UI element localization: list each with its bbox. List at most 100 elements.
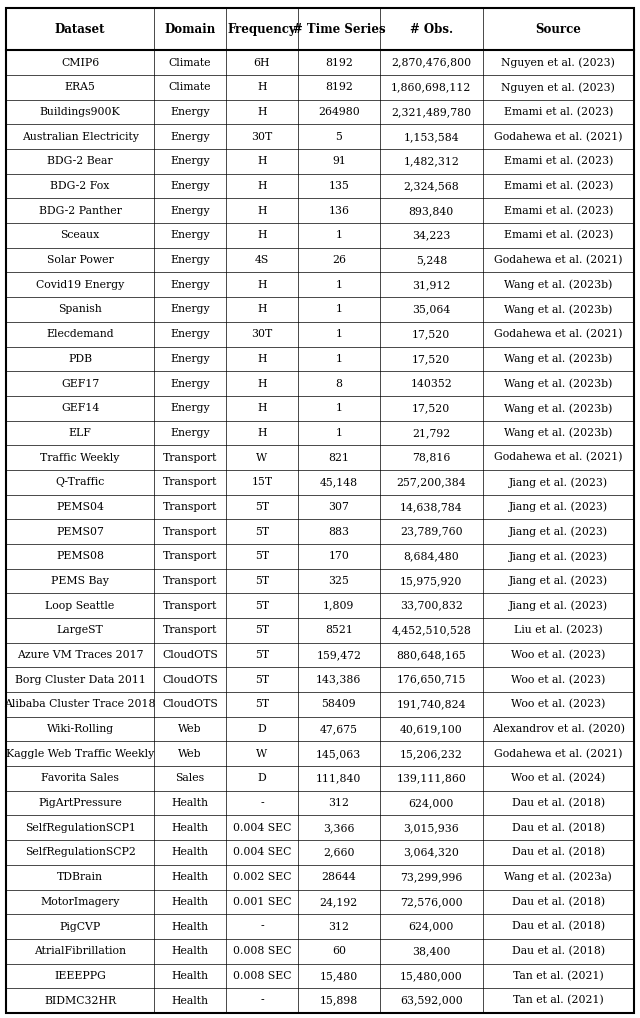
Text: 2,870,476,800: 2,870,476,800 (391, 58, 472, 67)
Text: 8192: 8192 (325, 82, 353, 93)
Text: 0.004 SEC: 0.004 SEC (233, 823, 291, 833)
Text: ERA5: ERA5 (65, 82, 95, 93)
Text: 40,619,100: 40,619,100 (400, 724, 463, 734)
Text: 111,840: 111,840 (316, 774, 362, 784)
Text: # Time Series: # Time Series (292, 22, 385, 36)
Text: Dau et al. (2018): Dau et al. (2018) (512, 847, 605, 857)
Text: 1: 1 (335, 354, 342, 363)
Text: BDG-2 Bear: BDG-2 Bear (47, 157, 113, 166)
Text: Alexandrov et al. (2020): Alexandrov et al. (2020) (492, 724, 625, 734)
Text: H: H (257, 403, 267, 413)
Text: 1: 1 (335, 280, 342, 290)
Text: Transport: Transport (163, 552, 217, 561)
Text: AtrialFibrillation: AtrialFibrillation (34, 946, 126, 956)
Text: Energy: Energy (170, 107, 210, 117)
Text: 0.004 SEC: 0.004 SEC (233, 847, 291, 857)
Text: 8192: 8192 (325, 58, 353, 67)
Text: MotorImagery: MotorImagery (40, 897, 120, 907)
Text: 8: 8 (335, 379, 342, 389)
Text: 30T: 30T (252, 131, 273, 142)
Text: 1: 1 (335, 329, 342, 339)
Text: D: D (258, 724, 266, 734)
Text: 5T: 5T (255, 675, 269, 685)
Text: H: H (257, 107, 267, 117)
Text: Climate: Climate (168, 82, 211, 93)
Text: Jiang et al. (2023): Jiang et al. (2023) (509, 502, 608, 512)
Text: Energy: Energy (170, 403, 210, 413)
Text: Spanish: Spanish (58, 304, 102, 315)
Text: SelfRegulationSCP1: SelfRegulationSCP1 (25, 823, 136, 833)
Text: Health: Health (172, 921, 209, 931)
Text: 24,192: 24,192 (320, 897, 358, 907)
Text: Wang et al. (2023b): Wang et al. (2023b) (504, 403, 612, 413)
Text: -: - (260, 798, 264, 808)
Text: 5T: 5T (255, 699, 269, 710)
Text: 72,576,000: 72,576,000 (400, 897, 463, 907)
Text: 5T: 5T (255, 601, 269, 611)
Text: Energy: Energy (170, 256, 210, 265)
Text: Tan et al. (2021): Tan et al. (2021) (513, 996, 604, 1006)
Text: 23,789,760: 23,789,760 (400, 526, 463, 536)
Text: 307: 307 (328, 502, 349, 512)
Text: 17,520: 17,520 (412, 403, 451, 413)
Text: 4S: 4S (255, 256, 269, 265)
Text: 15T: 15T (252, 477, 273, 488)
Text: H: H (257, 206, 267, 216)
Text: Wang et al. (2023b): Wang et al. (2023b) (504, 379, 612, 389)
Text: Health: Health (172, 872, 209, 883)
Text: 8,684,480: 8,684,480 (403, 552, 460, 561)
Text: Health: Health (172, 971, 209, 981)
Text: 5T: 5T (255, 651, 269, 660)
Text: 0.001 SEC: 0.001 SEC (233, 897, 291, 907)
Text: 0.008 SEC: 0.008 SEC (233, 971, 291, 981)
Text: Transport: Transport (163, 502, 217, 512)
Text: Woo et al. (2023): Woo et al. (2023) (511, 649, 605, 661)
Text: GEF14: GEF14 (61, 403, 99, 413)
Text: Woo et al. (2023): Woo et al. (2023) (511, 699, 605, 710)
Text: 3,015,936: 3,015,936 (403, 823, 460, 833)
Text: Godahewa et al. (2021): Godahewa et al. (2021) (494, 131, 623, 142)
Text: Transport: Transport (163, 477, 217, 488)
Text: 58409: 58409 (321, 699, 356, 710)
Text: Wiki-Rolling: Wiki-Rolling (47, 724, 114, 734)
Text: Health: Health (172, 996, 209, 1006)
Text: Kaggle Web Traffic Weekly: Kaggle Web Traffic Weekly (6, 749, 154, 758)
Text: H: H (257, 230, 267, 240)
Text: Sales: Sales (175, 774, 204, 784)
Text: -: - (260, 921, 264, 931)
Text: Transport: Transport (163, 576, 217, 586)
Text: Godahewa et al. (2021): Godahewa et al. (2021) (494, 329, 623, 339)
Text: 60: 60 (332, 946, 346, 956)
Text: 31,912: 31,912 (412, 280, 451, 290)
Text: 47,675: 47,675 (320, 724, 358, 734)
Text: 1: 1 (335, 403, 342, 413)
Text: Wang et al. (2023b): Wang et al. (2023b) (504, 428, 612, 438)
Text: -: - (260, 996, 264, 1006)
Text: # Obs.: # Obs. (410, 22, 453, 36)
Text: 883: 883 (328, 526, 349, 536)
Text: Wang et al. (2023b): Wang et al. (2023b) (504, 304, 612, 315)
Text: 5T: 5T (255, 625, 269, 635)
Text: 14,638,784: 14,638,784 (400, 502, 463, 512)
Text: Jiang et al. (2023): Jiang et al. (2023) (509, 576, 608, 586)
Text: Health: Health (172, 798, 209, 808)
Text: Energy: Energy (170, 280, 210, 290)
Text: GEF17: GEF17 (61, 379, 99, 389)
Text: 30T: 30T (252, 329, 273, 339)
Text: Emami et al. (2023): Emami et al. (2023) (504, 107, 613, 117)
Text: PEMS07: PEMS07 (56, 526, 104, 536)
Text: Azure VM Traces 2017: Azure VM Traces 2017 (17, 651, 143, 660)
Text: Traffic Weekly: Traffic Weekly (40, 453, 120, 462)
Text: 257,200,384: 257,200,384 (397, 477, 466, 488)
Text: SelfRegulationSCP2: SelfRegulationSCP2 (25, 847, 136, 857)
Text: W: W (257, 453, 268, 462)
Text: 2,324,568: 2,324,568 (403, 181, 460, 191)
Text: Wang et al. (2023a): Wang et al. (2023a) (504, 871, 612, 883)
Text: Emami et al. (2023): Emami et al. (2023) (504, 181, 613, 191)
Text: Energy: Energy (170, 428, 210, 438)
Text: H: H (257, 157, 267, 166)
Text: Health: Health (172, 847, 209, 857)
Text: Woo et al. (2024): Woo et al. (2024) (511, 774, 605, 784)
Text: Favorita Sales: Favorita Sales (41, 774, 119, 784)
Text: H: H (257, 280, 267, 290)
